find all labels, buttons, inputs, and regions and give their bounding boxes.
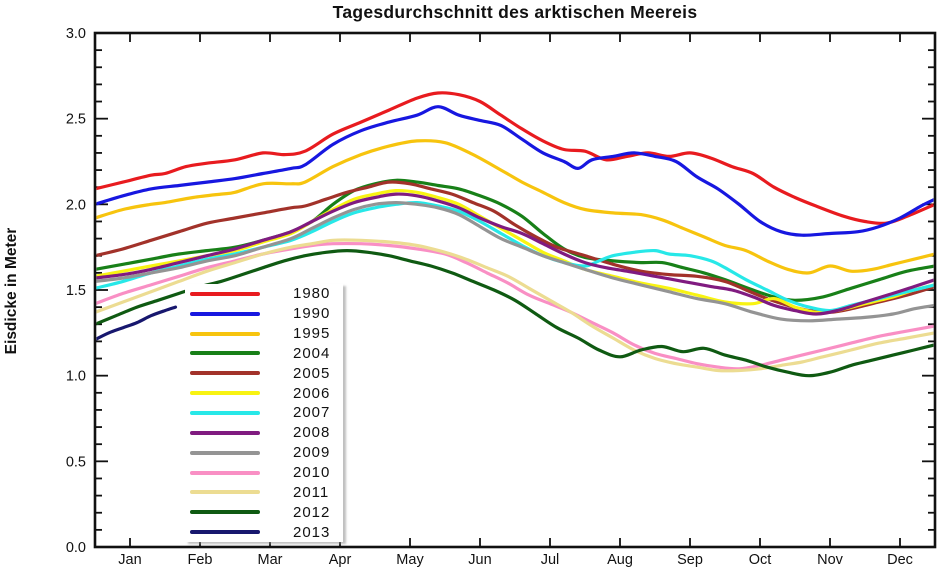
x-tick-label: Nov — [817, 552, 844, 568]
legend-year-label: 2008 — [293, 424, 331, 442]
legend-year-label: 1995 — [293, 325, 331, 343]
series-line-1990 — [96, 105, 934, 237]
legend-item-2004: 2004 — [185, 344, 343, 362]
legend-line-swatch — [190, 371, 260, 376]
legend-line-swatch — [190, 490, 260, 495]
legend-line-swatch — [190, 391, 260, 396]
legend-year-label: 2004 — [293, 344, 331, 362]
plot-frame — [93, 31, 937, 549]
series-line-2008 — [96, 192, 934, 316]
legend-item-2005: 2005 — [185, 364, 343, 382]
legend-item-2013: 2013 — [185, 523, 343, 541]
legend-line-swatch — [190, 430, 260, 435]
x-tick-label: Apr — [329, 552, 352, 568]
legend-line-swatch — [190, 351, 260, 356]
y-tick-label: 0.0 — [66, 540, 86, 556]
legend-year-label: 2011 — [293, 483, 330, 501]
series-line-1995 — [96, 139, 934, 275]
x-tick-label: Feb — [188, 552, 213, 568]
legend-line-swatch — [190, 331, 260, 336]
series-line-2006 — [96, 188, 934, 315]
x-tick-label: Jul — [541, 552, 560, 568]
y-tick-label: 0.5 — [66, 454, 86, 470]
chart-title: Tagesdurchschnitt des arktischen Meereis — [332, 2, 698, 22]
x-tick-label: Jun — [468, 552, 491, 568]
legend-year-label: 2013 — [293, 523, 331, 541]
series-line-2009 — [96, 201, 934, 323]
legend-year-label: 2012 — [293, 503, 331, 521]
x-tick-label: Oct — [749, 552, 772, 568]
x-tick-label: Aug — [607, 552, 633, 568]
legend-item-2007: 2007 — [185, 404, 343, 422]
series-line-2011 — [96, 238, 934, 373]
legend-item-2006: 2006 — [185, 384, 343, 402]
y-tick-label: 1.0 — [66, 369, 86, 385]
legend-item-2009: 2009 — [185, 444, 343, 462]
legend: 1980 1990 1995 2004 2005 2006 2007 2008 2009 2010… — [185, 284, 343, 542]
legend-line-swatch — [190, 311, 260, 316]
legend-year-label: 2006 — [293, 384, 331, 402]
legend-line-swatch — [190, 530, 260, 535]
legend-year-label: 1980 — [293, 285, 331, 303]
series-line-1980 — [96, 91, 934, 226]
x-tick-label: Jan — [118, 552, 141, 568]
legend-year-label: 2009 — [293, 444, 331, 462]
legend-year-label: 2005 — [293, 364, 331, 382]
legend-line-swatch — [190, 291, 260, 296]
legend-item-1980: 1980 — [185, 285, 343, 303]
series-line-2013 — [96, 305, 178, 341]
legend-item-2012: 2012 — [185, 503, 343, 521]
y-tick-label: 1.5 — [66, 283, 86, 299]
legend-item-2010: 2010 — [185, 464, 343, 482]
legend-item-1990: 1990 — [185, 305, 343, 323]
legend-line-swatch — [190, 410, 260, 415]
x-tick-label: May — [396, 552, 424, 568]
legend-line-swatch — [190, 450, 260, 455]
x-tick-label: Mar — [258, 552, 283, 568]
legend-line-swatch — [190, 510, 260, 515]
y-tick-label: 2.5 — [66, 112, 86, 128]
legend-item-2008: 2008 — [185, 424, 343, 442]
x-tick-label: Sep — [677, 552, 703, 568]
legend-year-label: 2007 — [293, 404, 331, 422]
y-tick-label: 2.0 — [66, 197, 86, 213]
legend-line-swatch — [190, 470, 260, 475]
legend-year-label: 2010 — [293, 464, 331, 482]
legend-year-label: 1990 — [293, 305, 331, 323]
x-tick-label: Dec — [887, 552, 913, 568]
legend-item-2011: 2011 — [185, 483, 343, 501]
series-group — [96, 91, 934, 378]
legend-item-1995: 1995 — [185, 325, 343, 343]
y-tick-label: 3.0 — [66, 26, 86, 42]
series-line-2012 — [96, 249, 934, 378]
